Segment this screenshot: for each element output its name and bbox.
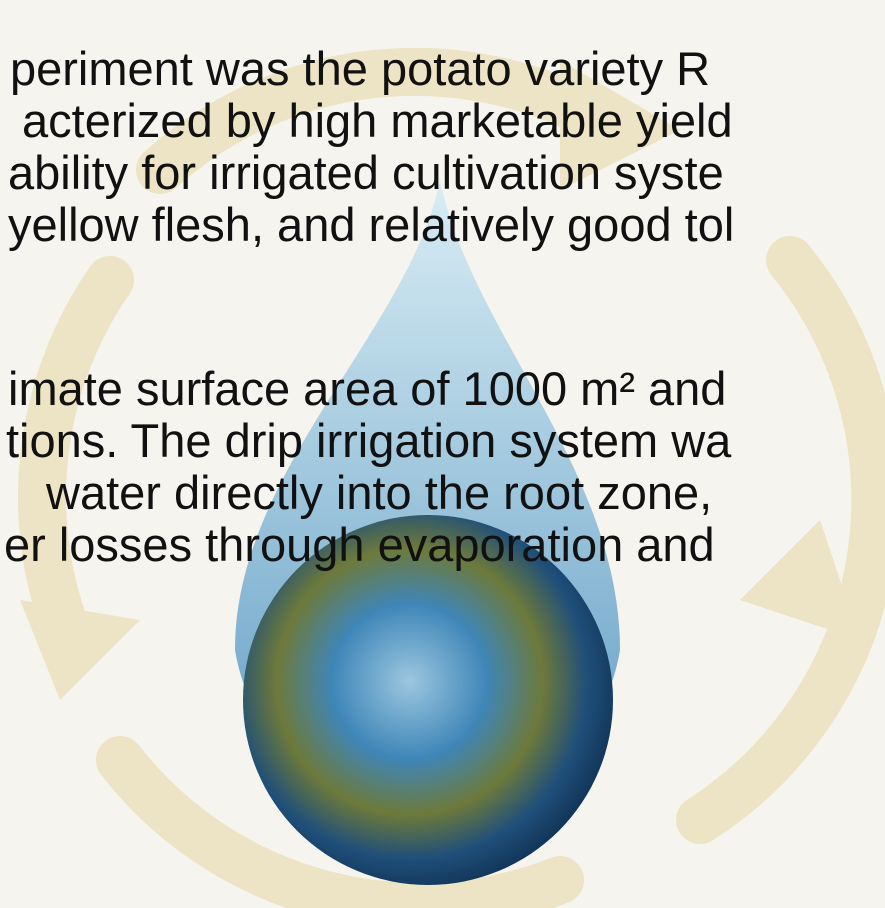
text-line: imate surface area of 1000 m² and <box>8 362 726 415</box>
text-line: yellow flesh, and relatively good tol <box>8 198 734 251</box>
text-line: ability for irrigated cultivation syste <box>8 146 724 199</box>
text-line: periment was the potato variety R <box>10 42 710 95</box>
text-line: acterized by high marketable yield <box>22 94 733 147</box>
text-line: water directly into the root zone, <box>45 466 712 519</box>
screenshot: periment was the potato variety Racteriz… <box>0 0 885 908</box>
text-line: tions. The drip irrigation system wa <box>6 414 732 467</box>
text-line: er losses through evaporation and <box>4 518 715 571</box>
